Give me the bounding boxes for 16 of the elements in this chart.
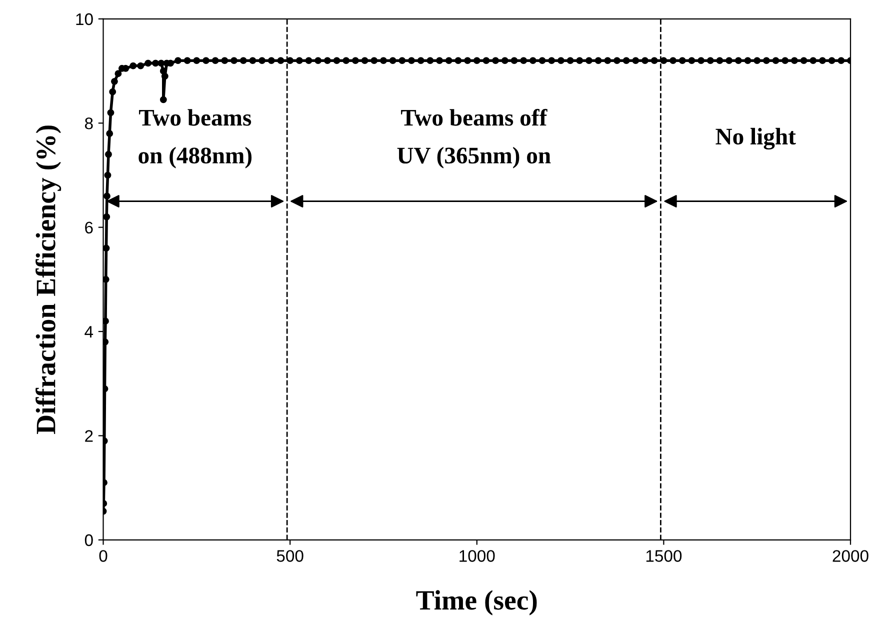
y-tick-label: 4 [84,326,94,338]
x-tick-label: 1000 [460,550,495,562]
x-tick-label: 2000 [832,550,868,562]
x-tick-label: 500 [276,550,304,562]
x-tick-label: 0 [99,550,108,562]
y-tick-label: 6 [85,222,93,234]
annotation: Two beams off UV (365nm) on [397,108,551,168]
y-tick-label: 0 [84,534,93,546]
x-axis-title: Time (sec) [416,590,537,616]
y-tick-label: 8 [84,118,93,130]
y-tick-label: 2 [85,430,93,442]
y-tick-label: 10 [76,13,93,26]
y-axis-title: Diffraction Efficiency (%) [36,126,62,434]
x-tick-label: 1500 [646,550,682,562]
annotation: Two beams on (488nm) [138,109,252,168]
annotation: No light [716,128,796,150]
